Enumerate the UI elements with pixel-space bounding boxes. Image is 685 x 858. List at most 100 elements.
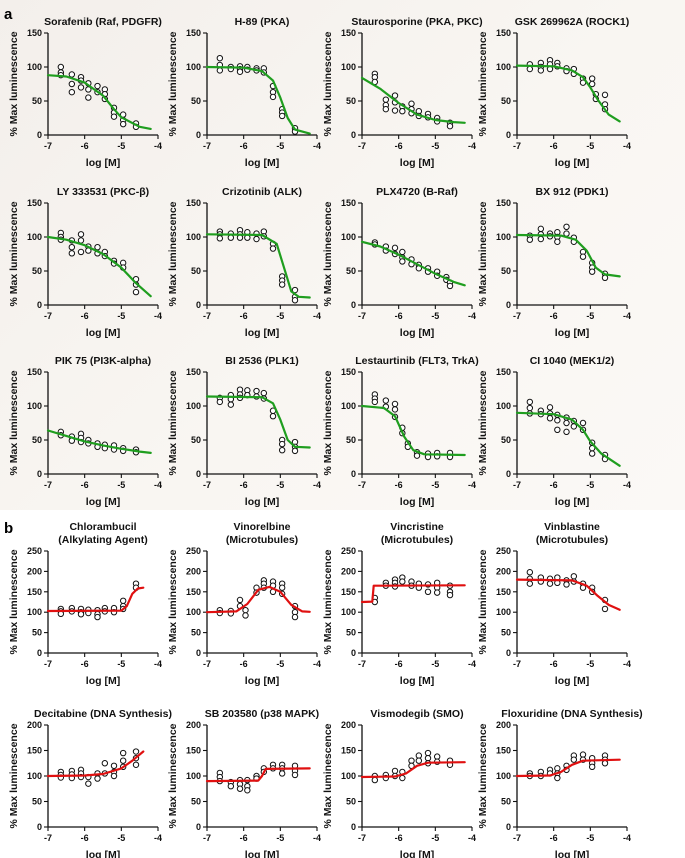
chart-19-y-label: % Max luminescence xyxy=(322,723,334,828)
chart-10-title: BI 2536 (PLK1) xyxy=(225,355,299,367)
chart-13-ytick-label: 0 xyxy=(37,648,42,658)
chart-17-ytick-label: 50 xyxy=(32,797,42,807)
chart-18-fit-curve xyxy=(205,767,311,783)
chart-14-xtick-label: -5 xyxy=(276,659,284,669)
chart-5-xtick-label: -6 xyxy=(81,311,89,321)
chart-12-data-point xyxy=(579,419,587,427)
chart-12-data-point xyxy=(546,415,554,422)
chart-19-xtick-label: -5 xyxy=(431,833,439,843)
chart-16-x-label: log [M] xyxy=(555,675,589,687)
chart-15-ytick-label: 150 xyxy=(341,587,356,597)
chart-14-title: Vinorelbine xyxy=(234,521,291,533)
chart-7-data-point xyxy=(399,258,406,265)
chart-8-data-point xyxy=(588,268,596,275)
chart-13-data-point xyxy=(77,611,85,618)
chart-7-ytick-label: 50 xyxy=(346,266,356,276)
chart-20-ytick-label: 0 xyxy=(506,822,511,832)
chart-5-ytick-label: 0 xyxy=(37,300,42,310)
chart-12-data-point xyxy=(526,398,534,406)
chart-6-data-point xyxy=(253,235,260,243)
panel-label-b: b xyxy=(4,520,14,537)
chart-7-ytick-label: 100 xyxy=(341,232,356,242)
chart-2-y-label: % Max luminescence xyxy=(167,31,179,136)
chart-11-data-point xyxy=(413,452,421,459)
chart-8-data-point xyxy=(601,274,609,281)
chart-4-title: GSK 269962A (ROCK1) xyxy=(515,16,630,28)
chart-12-ytick-label: 150 xyxy=(496,367,511,377)
chart-15-data-point xyxy=(399,578,406,585)
chart-15-fit-curve xyxy=(360,584,466,604)
chart-20-ytick-label: 50 xyxy=(501,797,511,807)
chart-18-xtick-label: -4 xyxy=(313,833,321,843)
chart-2-data-point xyxy=(216,54,224,62)
chart-18-ytick-label: 100 xyxy=(186,771,201,781)
chart-19-xtick-label: -7 xyxy=(358,833,366,843)
chart-6-xtick-label: -4 xyxy=(313,311,321,321)
chart-1-data-point xyxy=(110,113,118,120)
chart-10-data-point xyxy=(260,389,268,397)
chart-13-data-point xyxy=(119,597,127,604)
chart-3-title: Staurosporine (PKA, PKC) xyxy=(351,16,482,28)
chart-3-data-point xyxy=(408,100,415,107)
chart-14-data-point xyxy=(291,613,299,621)
chart-5-ytick-label: 150 xyxy=(27,198,42,208)
chart-1-data-point xyxy=(119,120,127,128)
chart-16-ytick-label: 100 xyxy=(496,607,511,617)
chart-12-x-label: log [M] xyxy=(555,496,589,508)
chart-19-x-label: log [M] xyxy=(400,849,434,858)
chart-9-ytick-label: 150 xyxy=(27,367,42,377)
chart-1-data-point xyxy=(68,88,76,96)
chart-20-data-point xyxy=(554,774,561,782)
chart-1-data-point xyxy=(94,82,101,90)
chart-5-y-label: % Max luminescence xyxy=(8,201,20,306)
chart-10-fit-curve xyxy=(205,395,311,449)
chart-17-data-point xyxy=(132,761,140,768)
chart-10-data-point xyxy=(227,401,235,408)
chart-3-xtick-label: -6 xyxy=(395,141,403,151)
chart-7-ytick-label: 0 xyxy=(351,300,356,310)
chart-4-ytick-label: 150 xyxy=(496,28,511,38)
chart-18-data-point xyxy=(227,783,235,790)
chart-5-fit-curve xyxy=(46,235,152,298)
chart-11-xtick-label: -7 xyxy=(358,480,366,490)
chart-3-xtick-label: -5 xyxy=(431,141,439,151)
chart-15-ytick-label: 100 xyxy=(341,607,356,617)
chart-20-data-point xyxy=(579,751,587,758)
chart-14-xtick-label: -7 xyxy=(203,659,211,669)
chart-11-data-point xyxy=(382,397,390,404)
chart-15-x-label: log [M] xyxy=(400,675,434,687)
chart-4-xtick-label: -7 xyxy=(513,141,521,151)
chart-9-ytick-label: 0 xyxy=(37,469,42,479)
chart-3-ytick-label: 50 xyxy=(346,96,356,106)
chart-6-xtick-label: -5 xyxy=(276,311,284,321)
chart-16-ytick-label: 250 xyxy=(496,546,511,556)
chart-1-ytick-label: 0 xyxy=(37,130,42,140)
chart-1-data-point xyxy=(68,80,76,88)
chart-16-ytick-label: 0 xyxy=(506,648,511,658)
chart-7-data-point xyxy=(399,248,406,256)
chart-18-ytick-label: 200 xyxy=(186,720,201,730)
chart-9-x-label: log [M] xyxy=(86,496,120,508)
chart-20-xtick-label: -4 xyxy=(623,833,631,843)
chart-19-xtick-label: -4 xyxy=(468,833,476,843)
chart-17-xtick-label: -5 xyxy=(117,833,125,843)
chart-14-ytick-label: 100 xyxy=(186,607,201,617)
chart-6-fit-curve xyxy=(205,233,311,299)
chart-5-data-point xyxy=(77,248,85,256)
chart-8-data-point xyxy=(526,236,534,243)
chart-13-xtick-label: -7 xyxy=(44,659,52,669)
chart-15-y-label: % Max luminescence xyxy=(322,549,334,654)
chart-2-ytick-label: 50 xyxy=(191,96,201,106)
chart-9-ytick-label: 50 xyxy=(32,435,42,445)
chart-1-ytick-label: 50 xyxy=(32,96,42,106)
chart-15-xtick-label: -7 xyxy=(358,659,366,669)
chart-8-ytick-label: 0 xyxy=(506,300,511,310)
panel-b-background xyxy=(0,516,685,858)
chart-17-data-point xyxy=(119,749,127,757)
chart-12-title: CI 1040 (MEK1/2) xyxy=(530,355,615,367)
chart-10-ytick-label: 0 xyxy=(196,469,201,479)
chart-16-ytick-label: 200 xyxy=(496,566,511,576)
chart-18-title: SB 203580 (p38 MAPK) xyxy=(205,708,319,720)
chart-4-ytick-label: 50 xyxy=(501,96,511,106)
chart-12-data-point xyxy=(554,426,561,433)
